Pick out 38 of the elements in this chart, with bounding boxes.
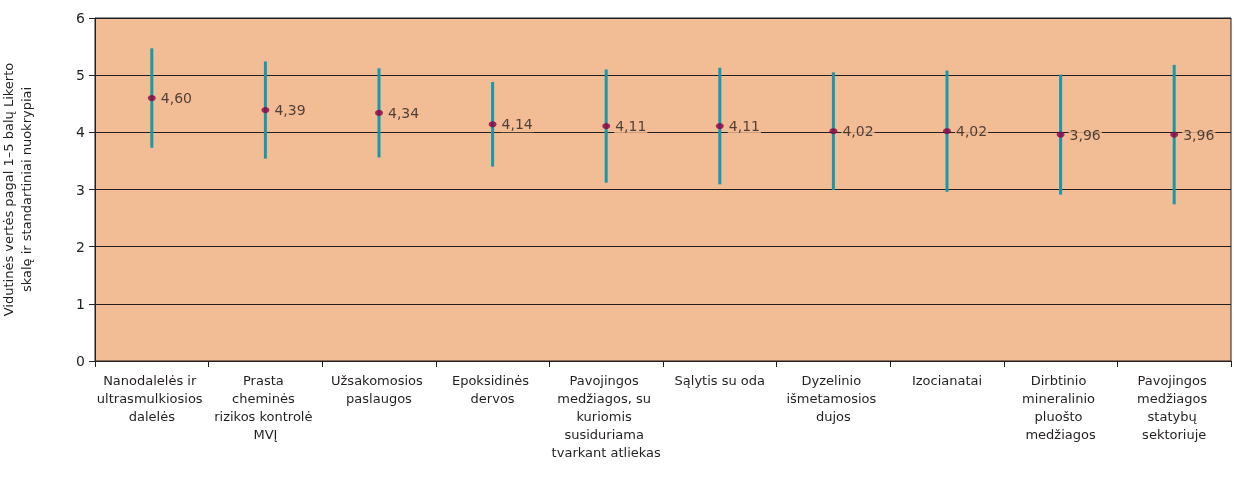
data-label: 4,11 [728, 118, 760, 135]
y-tick-label: 5 [76, 67, 85, 84]
x-tick-label: Sąlytis su oda [674, 372, 766, 388]
data-label: 3,96 [1183, 126, 1215, 143]
x-tick-label: Izocianatai [911, 372, 983, 388]
y-tick-label: 1 [76, 295, 85, 312]
x-tick-label: Pavojingos medžiagos, su kuriomis susiduriama tvarkant atliekas [551, 372, 661, 460]
y-tick-label: 2 [76, 238, 85, 255]
point [1170, 131, 1179, 138]
data-label: 4,34 [388, 104, 420, 121]
point [375, 109, 383, 116]
y-tick-label: 0 [76, 353, 85, 369]
data-label: 3,96 [1069, 126, 1101, 143]
data-label: 4,14 [501, 116, 533, 133]
y-tick-label: 6 [76, 10, 86, 26]
x-tick-label: Dyzelinio išmetamosios dujos [786, 372, 881, 424]
point [1056, 131, 1065, 138]
x-tick-label: Epoksidinės dervos [451, 372, 534, 406]
point [488, 121, 497, 128]
point [715, 123, 724, 130]
y-tick-label: 3 [76, 181, 85, 198]
x-tick-label: Prasta cheminės rizikos kontrolė MVĮ [214, 372, 317, 442]
point [147, 95, 156, 102]
data-label: 4,02 [956, 123, 988, 140]
x-tick-label: Užsakomosios paslaugos [331, 372, 427, 406]
y-axis-title: Vidutinės vertės pagal 1–5 balų Likerto skalę ir standartiniai nuokrypiai [0, 62, 34, 317]
x-tick-label: Pavojingos medžiagos statybų sektoriuje [1136, 372, 1212, 442]
y-tick-label: 4 [76, 124, 86, 141]
point [829, 128, 838, 135]
x-tick-label: Nanodalelės ir ultrasmulkiosios dalelės [96, 372, 207, 424]
point [602, 123, 611, 130]
point [943, 128, 951, 135]
data-label: 4,39 [274, 102, 306, 119]
data-label: 4,11 [615, 118, 647, 135]
x-tick-label: Dirbtinio mineralinio pluošto medžiagos [1022, 372, 1100, 442]
data-label: 4,60 [160, 90, 192, 107]
data-label: 4,02 [842, 123, 874, 140]
point [261, 107, 270, 114]
